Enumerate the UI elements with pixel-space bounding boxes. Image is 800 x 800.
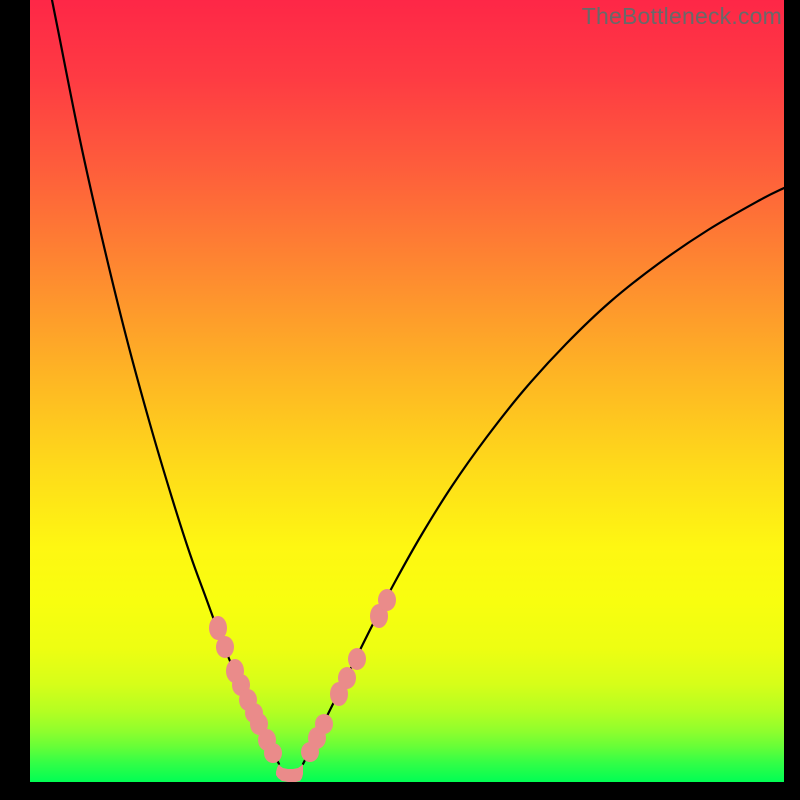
frame-bottom xyxy=(0,782,800,800)
bottom-connector xyxy=(276,764,303,782)
left-dot xyxy=(216,636,234,658)
right-dot xyxy=(378,589,396,611)
frame-left xyxy=(0,0,30,800)
watermark: TheBottleneck.com xyxy=(582,3,782,30)
chart-svg xyxy=(30,0,784,782)
left-dot xyxy=(264,743,282,763)
right-dot xyxy=(338,667,356,689)
right-curve xyxy=(303,188,784,764)
left-curve xyxy=(52,0,279,764)
frame-right xyxy=(784,0,800,800)
plot-area xyxy=(30,0,784,782)
right-dot xyxy=(315,714,333,734)
right-dot xyxy=(348,648,366,670)
